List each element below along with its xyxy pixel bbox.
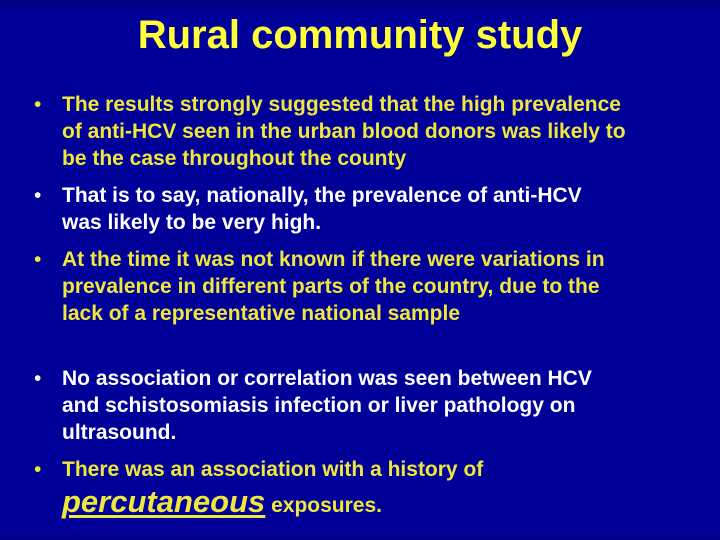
bullet-icon: •: [34, 458, 42, 481]
bullet-line: prevalence in different parts of the cou…: [62, 275, 600, 298]
bullet-text: The results strongly suggested that the …: [62, 91, 690, 172]
bullet-line: be the case throughout the county: [62, 147, 407, 170]
bullet-item-1: • The results strongly suggested that th…: [34, 91, 690, 172]
emphasized-word: percutaneous: [62, 484, 266, 519]
bullet-line: of anti-HCV seen in the urban blood dono…: [62, 120, 626, 143]
bullet-item-3: • At the time it was not known if there …: [34, 246, 690, 327]
bullet-item-2: • That is to say, nationally, the preval…: [34, 182, 690, 236]
after-emphasis-text: exposures.: [265, 494, 383, 517]
bullet-text: At the time it was not known if there we…: [62, 246, 690, 327]
bullet-text: There was an association with a history …: [62, 456, 690, 525]
bullet-line: At the time it was not known if there we…: [62, 248, 605, 271]
bullet-item-4: • No association or correlation was seen…: [34, 365, 690, 446]
bullet-text: That is to say, nationally, the prevalen…: [62, 182, 690, 236]
bullet-line: There was an association with a history …: [62, 458, 484, 481]
bullet-line-emphasized: percutaneous exposures.: [62, 483, 690, 525]
slide-title: Rural community study: [137, 13, 583, 57]
bullet-line: and schistosomiasis infection or liver p…: [62, 394, 576, 417]
bullet-line: No association or correlation was seen b…: [62, 367, 592, 390]
bullet-icon: •: [34, 184, 42, 207]
bullet-text: No association or correlation was seen b…: [62, 365, 690, 446]
bullet-line: The results strongly suggested that the …: [62, 93, 621, 116]
bullet-line: lack of a representative national sample: [62, 302, 460, 325]
blank-line-spacer: [34, 337, 690, 365]
bullet-icon: •: [34, 367, 42, 390]
bottom-edge-shade: [0, 535, 720, 540]
bullet-list: • The results strongly suggested that th…: [0, 91, 720, 525]
top-edge-shade: [0, 0, 720, 7]
bullet-line: was likely to be very high.: [62, 211, 322, 234]
bullet-icon: •: [34, 93, 42, 116]
bullet-icon: •: [34, 248, 42, 271]
bullet-item-5: • There was an association with a histor…: [34, 456, 690, 525]
bullet-line: ultrasound.: [62, 421, 177, 444]
bullet-line: That is to say, nationally, the prevalen…: [62, 184, 582, 207]
